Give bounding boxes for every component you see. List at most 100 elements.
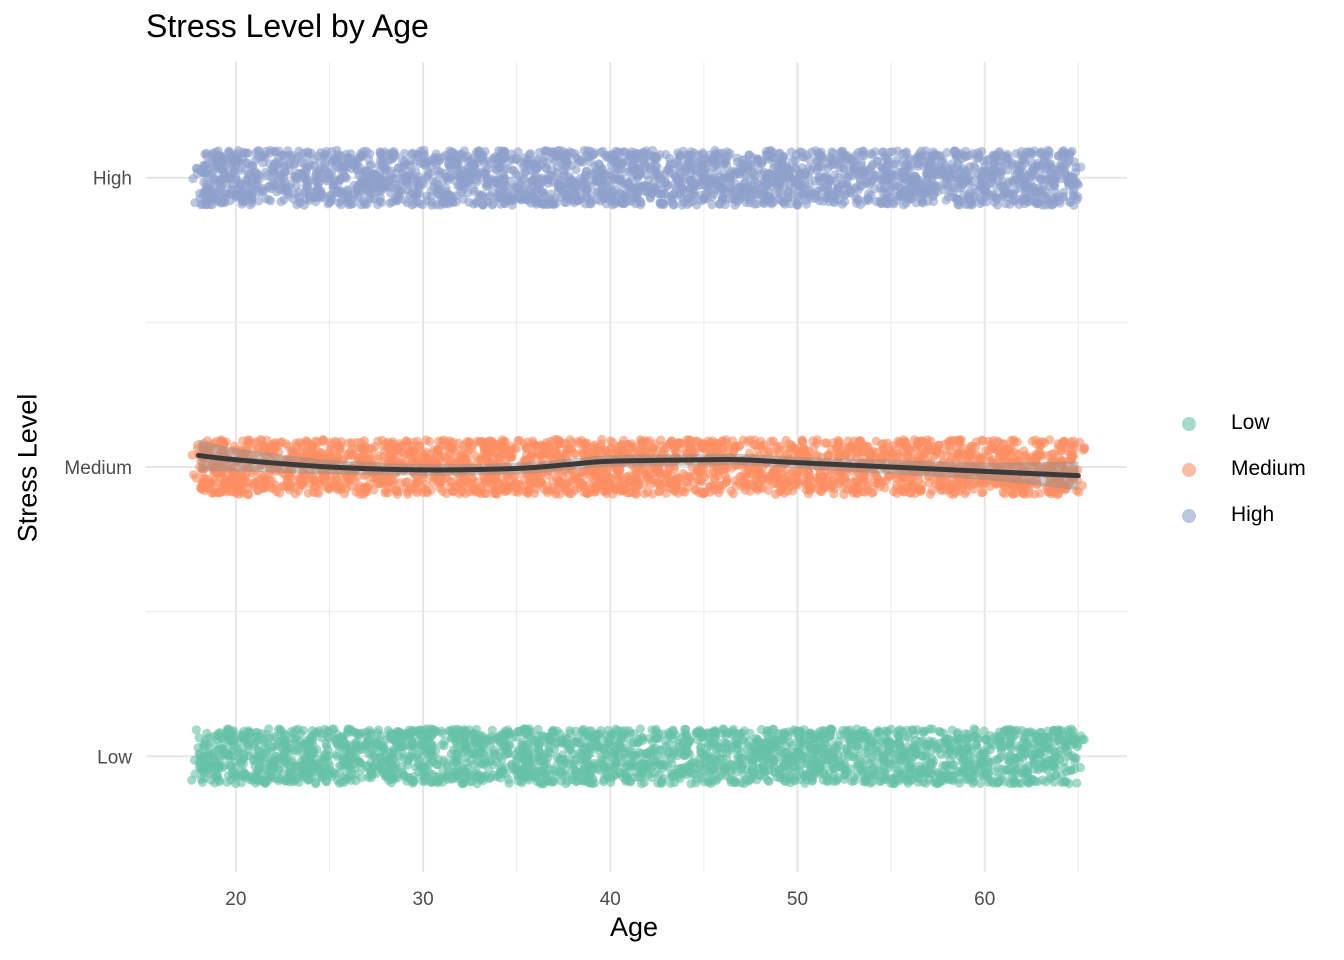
data-point	[779, 728, 789, 738]
data-point	[374, 725, 384, 735]
data-point	[266, 763, 276, 773]
data-point	[924, 774, 934, 784]
data-point	[860, 774, 870, 784]
data-point	[655, 761, 665, 771]
data-point	[975, 778, 985, 789]
data-point	[463, 763, 473, 773]
data-point	[709, 753, 719, 763]
data-point	[949, 760, 959, 770]
data-point	[253, 486, 263, 496]
data-point	[754, 763, 764, 774]
data-point	[239, 749, 249, 759]
data-point	[208, 488, 219, 498]
data-point	[446, 443, 456, 453]
data-point	[272, 740, 282, 750]
data-point	[560, 766, 570, 776]
data-point	[921, 753, 931, 763]
data-point	[292, 746, 303, 756]
data-point	[201, 738, 211, 748]
data-point	[738, 735, 748, 745]
data-point	[418, 765, 428, 775]
data-point	[771, 441, 782, 451]
data-point	[279, 751, 289, 761]
data-point	[199, 773, 209, 783]
data-point	[797, 436, 807, 446]
data-point	[755, 482, 766, 492]
data-point	[610, 755, 620, 765]
data-point	[319, 435, 329, 445]
data-point	[290, 725, 300, 735]
data-point	[350, 769, 360, 780]
data-point	[880, 483, 890, 493]
data-point	[412, 487, 422, 498]
data-point	[458, 451, 468, 461]
data-point	[1035, 488, 1045, 498]
data-point	[464, 437, 475, 447]
data-point	[1008, 489, 1018, 499]
data-point	[1012, 725, 1022, 735]
data-point	[963, 729, 973, 740]
data-point	[717, 436, 728, 446]
data-point	[732, 767, 742, 777]
data-point	[869, 756, 879, 766]
data-point	[336, 437, 346, 447]
data-point	[876, 776, 886, 786]
data-point	[978, 436, 988, 446]
data-point	[490, 750, 500, 760]
data-point	[683, 740, 693, 750]
data-point	[957, 765, 968, 776]
data-point	[333, 739, 343, 749]
data-point	[282, 742, 292, 752]
data-point	[575, 737, 586, 747]
data-point	[906, 775, 916, 785]
data-point	[769, 767, 779, 777]
data-point	[694, 727, 704, 738]
data-point	[408, 747, 418, 757]
data-point	[656, 435, 666, 445]
data-point	[861, 766, 871, 776]
data-point	[350, 738, 360, 748]
data-point	[1005, 737, 1015, 748]
data-point	[950, 746, 960, 756]
data-point	[243, 483, 253, 493]
data-point	[620, 747, 630, 757]
data-point	[484, 765, 494, 775]
data-point	[1042, 451, 1052, 461]
data-point	[629, 729, 639, 739]
data-point	[932, 778, 942, 789]
data-point	[436, 726, 446, 736]
data-point	[821, 755, 832, 765]
data-point	[928, 756, 939, 767]
data-point	[396, 478, 406, 488]
data-point	[396, 742, 406, 752]
data-point	[596, 725, 606, 736]
data-point	[1049, 747, 1059, 757]
data-point	[529, 736, 539, 746]
data-point	[366, 757, 376, 768]
data-point	[947, 725, 957, 735]
data-point	[651, 733, 661, 744]
data-point	[294, 486, 304, 496]
data-point	[313, 758, 324, 768]
data-point	[363, 736, 373, 746]
series-low	[187, 724, 1089, 789]
data-point	[1059, 763, 1069, 773]
data-point	[843, 436, 853, 446]
data-point	[248, 775, 258, 785]
data-point	[203, 751, 213, 761]
data-point	[555, 754, 566, 764]
data-point	[722, 739, 732, 749]
data-point	[573, 474, 583, 484]
data-point	[849, 776, 859, 786]
data-point	[436, 740, 447, 750]
data-point	[378, 740, 388, 750]
data-point	[954, 778, 965, 788]
data-point	[1004, 756, 1014, 766]
data-point	[580, 728, 590, 738]
data-point	[550, 744, 560, 754]
data-point	[657, 776, 667, 786]
data-point	[416, 740, 426, 750]
data-point	[1043, 726, 1053, 736]
data-point	[852, 724, 862, 734]
data-point	[338, 754, 348, 764]
